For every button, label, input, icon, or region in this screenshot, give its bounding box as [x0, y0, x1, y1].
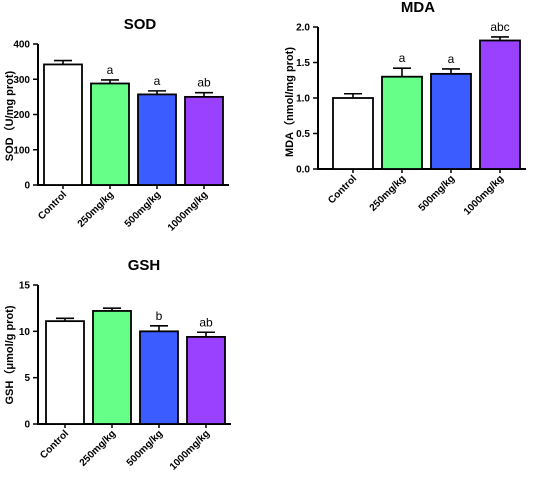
x-tick-label: 250mg/kg: [76, 189, 116, 229]
chart-title: MDA: [401, 0, 435, 16]
significance-label: ab: [199, 315, 213, 329]
y-tick-label: 15: [19, 281, 31, 292]
bar: [381, 75, 423, 170]
gsh-chart: GSH GSH（μmol/g prot) 0 5 10 15 Control 250mg/…: [3, 257, 231, 473]
y-tick-label: 0.5: [296, 129, 310, 140]
x-tick-label: 500mg/kg: [417, 173, 457, 213]
x-tick-label: 1000mg/kg: [462, 173, 506, 217]
bar: [45, 320, 85, 425]
bar: [184, 95, 224, 186]
bar: [139, 330, 179, 425]
sod-chart: SOD SOD（U/mg prot) 0 100 200 300 400 Control a…: [3, 16, 229, 234]
y-tick-label: 200: [13, 110, 30, 121]
y-tick-label: 300: [13, 75, 30, 86]
bar: [332, 97, 374, 170]
y-tick-label: 1.0: [296, 94, 310, 105]
significance-label: a: [448, 52, 455, 66]
significance-label: a: [154, 74, 161, 88]
x-tick-label: 250mg/kg: [368, 173, 408, 213]
y-tick-label: 0.0: [296, 165, 310, 176]
x-tick-label: 1000mg/kg: [166, 189, 210, 233]
y-axis-label: GSH（μmol/g prot): [3, 305, 16, 404]
bar: [43, 63, 83, 186]
y-tick-label: 100: [13, 145, 30, 156]
y-tick-label: 10: [19, 327, 31, 338]
x-tick-label: Control: [36, 189, 69, 222]
y-tick-label: 0: [24, 181, 30, 192]
y-tick-label: 1.5: [296, 58, 310, 69]
bar: [137, 93, 177, 186]
chart-title: SOD: [124, 16, 157, 33]
significance-label: a: [107, 63, 114, 77]
bar: [92, 310, 132, 425]
x-tick-label: 250mg/kg: [78, 428, 118, 468]
x-tick-label: 500mg/kg: [125, 428, 165, 468]
y-tick-label: 0: [24, 420, 30, 431]
x-tick-label: 500mg/kg: [123, 189, 163, 229]
significance-label: b: [156, 309, 163, 323]
chart-title: GSH: [128, 257, 161, 274]
bar: [430, 72, 472, 170]
significance-label: abc: [490, 20, 509, 34]
bar: [90, 82, 130, 186]
y-tick-label: 2.0: [296, 23, 310, 34]
mda-chart: MDA MDA（nmol/mg prot) 0.0 0.5 1.0 1.5 2.0 Con…: [283, 0, 526, 218]
bar: [186, 335, 226, 425]
x-tick-label: Control: [38, 428, 71, 461]
y-tick-label: 400: [13, 40, 30, 51]
bar: [479, 39, 521, 170]
y-tick-label: 5: [24, 373, 30, 384]
x-tick-label: Control: [326, 173, 359, 206]
significance-label: ab: [197, 76, 211, 90]
y-axis-label: MDA（nmol/mg prot): [283, 47, 296, 157]
x-tick-label: 1000mg/kg: [168, 428, 212, 472]
significance-label: a: [399, 51, 406, 65]
y-axis-label: SOD（U/mg prot): [3, 70, 16, 161]
